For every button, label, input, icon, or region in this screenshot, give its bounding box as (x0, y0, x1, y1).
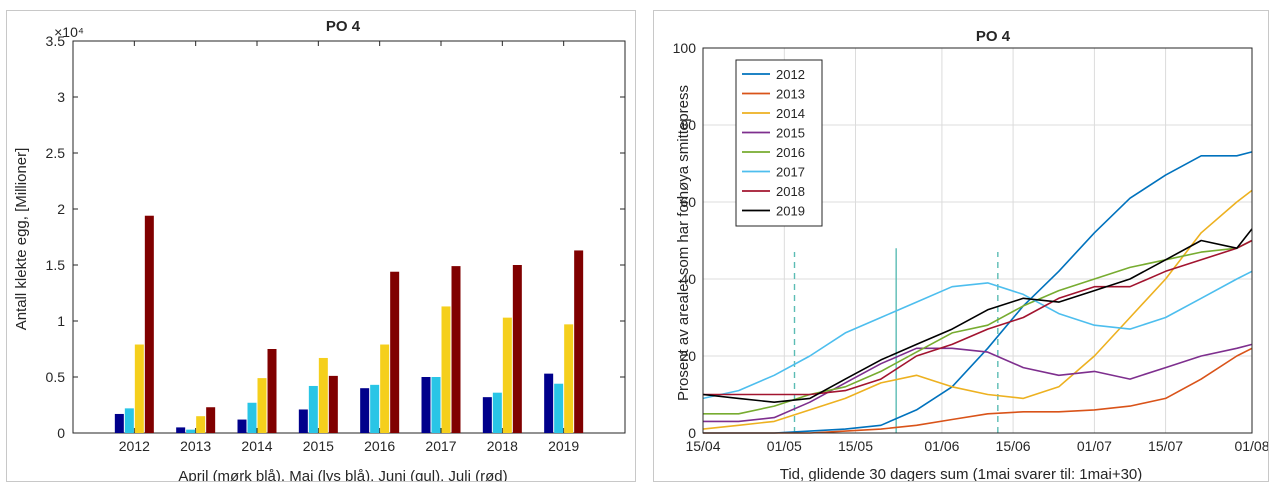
y-tick-label: 2 (57, 201, 65, 217)
line-chart-axes (702, 47, 1253, 434)
series-line (703, 151, 1253, 434)
line-chart-ylabel: Prosent av arealet som har forhøya smitt… (675, 85, 692, 401)
x-tick-label: 01/06 (924, 438, 959, 454)
bar (124, 408, 134, 433)
x-tick-label: 01/07 (1077, 438, 1112, 454)
bar (380, 344, 390, 433)
bar (196, 416, 206, 433)
legend-label: 2018 (776, 184, 805, 199)
bar-chart-xlabel: April (mørk blå), Mai (lys blå), Juni (g… (178, 468, 507, 481)
y-tick-label: 3 (57, 89, 65, 105)
bar-chart-ylabel: Antall klekte egg, [Millioner] (13, 148, 30, 331)
bar-chart-tick-labels: 0 0.5 1 1.5 2 2.5 3 3.5 2012 2013 2014 2015 2016 2017… (46, 33, 580, 454)
bar (267, 349, 277, 433)
x-tick-label: 15/06 (996, 438, 1031, 454)
x-tick-label: 01/05 (767, 438, 802, 454)
legend-label: 2012 (776, 67, 805, 82)
line-chart-panel: 0 20 40 60 80 100 15/04 01/05 15/05 01/06 15/06 01/… (653, 10, 1269, 482)
line-chart-tick-labels: 0 20 40 60 80 100 15/04 01/05 15/05 01/06 15/06 01/… (673, 40, 1268, 454)
y-tick-label: 1.5 (46, 257, 66, 273)
x-tick-label: 15/05 (838, 438, 873, 454)
bar (144, 215, 154, 433)
y-tick-label: 1 (57, 313, 65, 329)
bar-chart-frame (72, 40, 626, 434)
y-tick-label: 20 (680, 348, 696, 364)
bar (502, 317, 512, 433)
y-tick-label: 2.5 (46, 145, 66, 161)
bar-chart-bars (114, 215, 584, 433)
x-tick-label: 2012 (119, 438, 150, 454)
y-tick-label: 3.5 (46, 33, 66, 49)
bar (390, 271, 400, 433)
x-tick-label: 15/07 (1148, 438, 1183, 454)
x-tick-label: 2016 (364, 438, 395, 454)
x-tick-label: 2019 (548, 438, 579, 454)
legend-label: 2013 (776, 87, 805, 102)
bar (114, 413, 124, 433)
series-line (703, 239, 1253, 396)
line-chart-markers (793, 248, 999, 433)
series-line (702, 228, 1253, 404)
line-chart-frame (702, 47, 1253, 434)
bar (574, 250, 584, 433)
y-tick-label: 100 (673, 40, 697, 56)
legend-box (735, 59, 823, 227)
bar-chart: 0 0.5 1 1.5 2 2.5 3 3.5 2012 2013 2014 2015 2016 2017… (13, 18, 626, 481)
bar (318, 357, 328, 433)
legend-label: 2017 (776, 165, 805, 180)
line-chart-legend: 2012 2013 2014 2015 2016 2017 2018 2019 (735, 59, 823, 227)
bar-chart-axes (72, 40, 626, 434)
bar (308, 385, 318, 433)
y-tick-label: 0 (57, 425, 65, 441)
y-tick-label: 80 (680, 117, 696, 133)
series-line (703, 239, 1253, 415)
line-chart-xlabel: Tid, glidende 30 dagers sum (1mai svarer… (780, 466, 1143, 481)
series-line (702, 189, 1253, 430)
series-line (703, 343, 1253, 423)
bar (554, 383, 564, 433)
bar (421, 377, 431, 433)
bar (482, 397, 492, 433)
y-tick-label: 60 (680, 194, 696, 210)
bar (206, 407, 216, 433)
bar-chart-title: PO 4 (326, 18, 361, 35)
bar (176, 427, 186, 433)
bar (360, 388, 370, 433)
x-tick-label: 2015 (303, 438, 334, 454)
legend-label: 2014 (776, 106, 805, 121)
series-line (702, 270, 1253, 400)
bar (492, 392, 502, 433)
x-tick-label: 01/08 (1234, 438, 1268, 454)
bar (544, 373, 554, 433)
bar (257, 378, 267, 433)
line-chart-title: PO 4 (976, 28, 1011, 45)
bar (134, 344, 144, 433)
x-tick-label: 15/04 (685, 438, 720, 454)
legend-label: 2016 (776, 145, 805, 160)
line-chart: 0 20 40 60 80 100 15/04 01/05 15/05 01/06 15/06 01/… (673, 28, 1268, 481)
y-tick-label: 0 (688, 425, 696, 441)
bar (512, 265, 522, 433)
bar (237, 419, 247, 433)
bar-chart-panel: 0 0.5 1 1.5 2 2.5 3 3.5 2012 2013 2014 2015 2016 2017… (6, 10, 636, 482)
x-tick-label: 2014 (241, 438, 272, 454)
series-line (703, 347, 1253, 434)
x-tick-label: 2017 (425, 438, 456, 454)
y-tick-label: 40 (680, 271, 696, 287)
bar (328, 375, 338, 433)
bar (247, 402, 257, 433)
legend-label: 2019 (776, 204, 805, 219)
bar (451, 266, 461, 433)
bar (441, 306, 451, 433)
bar (298, 409, 308, 433)
x-tick-label: 2013 (180, 438, 211, 454)
bar (564, 324, 574, 433)
y-tick-label: 0.5 (46, 369, 66, 385)
bar (186, 429, 196, 433)
legend-label: 2015 (776, 126, 805, 141)
x-tick-label: 2018 (487, 438, 518, 454)
bar-chart-exponent: ×10⁴ (54, 24, 84, 40)
bar (431, 377, 441, 433)
bar (370, 384, 380, 433)
